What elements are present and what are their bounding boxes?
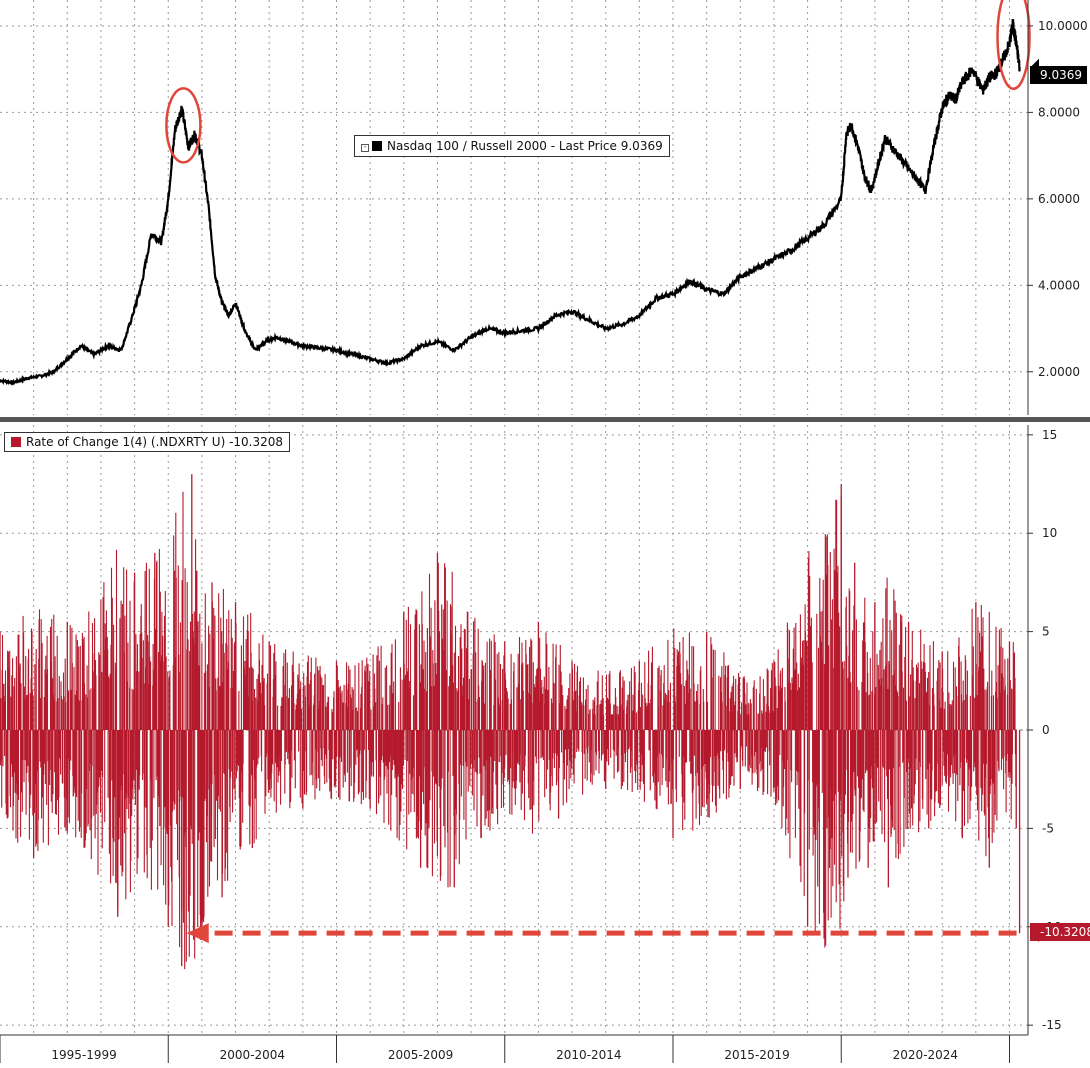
peak-2025-circle xyxy=(996,0,1031,90)
ytick-label-top: 8.0000 xyxy=(1038,105,1080,119)
last-roc-badge: -10.3208 xyxy=(1030,923,1090,941)
last-roc-value: -10.3208 xyxy=(1040,925,1090,939)
legend-swatch-red xyxy=(11,437,21,447)
peak-2000-circle xyxy=(165,87,202,164)
panel-divider xyxy=(0,417,1090,422)
price-ratio-series xyxy=(0,19,1021,386)
legend-swatch-black xyxy=(372,141,382,151)
ytick-label-bottom: 0 xyxy=(1042,723,1050,737)
xtick-label: 2010-2014 xyxy=(556,1048,621,1062)
xtick-label: 2020-2024 xyxy=(893,1048,958,1062)
last-price-value: 9.0369 xyxy=(1040,68,1082,82)
price-ratio-line xyxy=(0,19,1021,386)
ytick-label-bottom: 5 xyxy=(1042,625,1050,639)
ytick-label-bottom: -15 xyxy=(1042,1018,1062,1032)
ytick-label-bottom: 15 xyxy=(1042,428,1057,442)
ytick-label-bottom: -5 xyxy=(1042,821,1054,835)
ytick-label-top: 10.0000 xyxy=(1038,19,1088,33)
ytick-label-bottom: 10 xyxy=(1042,526,1057,540)
annotations xyxy=(165,0,1031,944)
ytick-label-top: 4.0000 xyxy=(1038,278,1080,292)
top-legend-label: Nasdaq 100 / Russell 2000 - Last Price 9… xyxy=(387,139,663,153)
arrow-head xyxy=(186,923,209,944)
bottom-legend-label: Rate of Change 1(4) (.NDXRTY U) -10.3208 xyxy=(26,435,284,449)
ytick-label-top: 6.0000 xyxy=(1038,192,1080,206)
xtick-label: 2000-2004 xyxy=(220,1048,285,1062)
bottom-legend[interactable]: Rate of Change 1(4) (.NDXRTY U) -10.3208 xyxy=(4,432,291,452)
ytick-label-top: 2.0000 xyxy=(1038,365,1080,379)
top-legend[interactable]: - Nasdaq 100 / Russell 2000 - Last Price … xyxy=(354,135,670,157)
rate-of-change-series xyxy=(0,474,1021,970)
xtick-label: 2005-2009 xyxy=(388,1048,453,1062)
xtick-label: 1995-1999 xyxy=(51,1048,116,1062)
top-panel-grid xyxy=(0,0,1028,415)
last-price-badge: 9.0369 xyxy=(1030,66,1087,84)
xtick-label: 2015-2019 xyxy=(724,1048,789,1062)
legend-toggle-icon[interactable]: - xyxy=(361,144,369,152)
